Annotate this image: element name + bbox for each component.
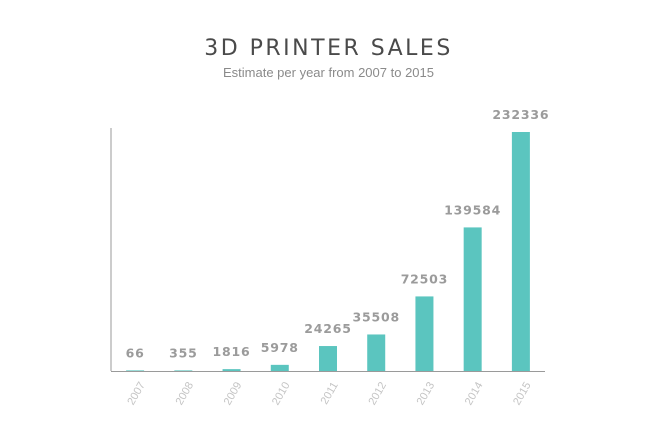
value-label-2010: 5978 [261,340,299,355]
value-label-2009: 1816 [213,344,251,359]
tick-label-2012: 2012 [366,380,389,407]
value-label-2015: 232336 [492,107,549,122]
bar-2008 [174,370,193,371]
tick-label-2013: 2013 [415,380,438,407]
value-label-2011: 24265 [304,321,352,336]
tick-labels-group: 2007 2008 2009 2010 2011 2012 2013 2014 2015 [125,380,533,407]
bar-2013 [415,296,434,371]
bar-2015 [511,132,530,371]
value-label-2007: 66 [126,345,145,360]
bar-2014 [463,227,482,371]
tick-label-2009: 2009 [222,380,245,407]
bars-group [126,132,530,371]
value-label-2014: 139584 [444,202,501,217]
tick-label-2007: 2007 [125,380,148,407]
chart-subtitle: Estimate per year from 2007 to 2015 [222,65,434,80]
chart-title: 3D PRINTER SALES [204,36,453,61]
value-label-2008: 355 [169,345,198,360]
tick-label-2008: 2008 [174,380,197,407]
tick-label-2010: 2010 [270,380,293,407]
tick-label-2014: 2014 [463,380,486,407]
bar-2012 [367,334,386,371]
value-label-2013: 72503 [401,271,449,286]
tick-label-2015: 2015 [511,380,534,407]
value-label-2012: 35508 [352,309,400,324]
bar-2010 [270,364,289,371]
bar-2007 [126,370,145,371]
bar-2011 [319,346,337,371]
bar-2009 [222,369,241,371]
tick-label-2011: 2011 [319,380,341,406]
